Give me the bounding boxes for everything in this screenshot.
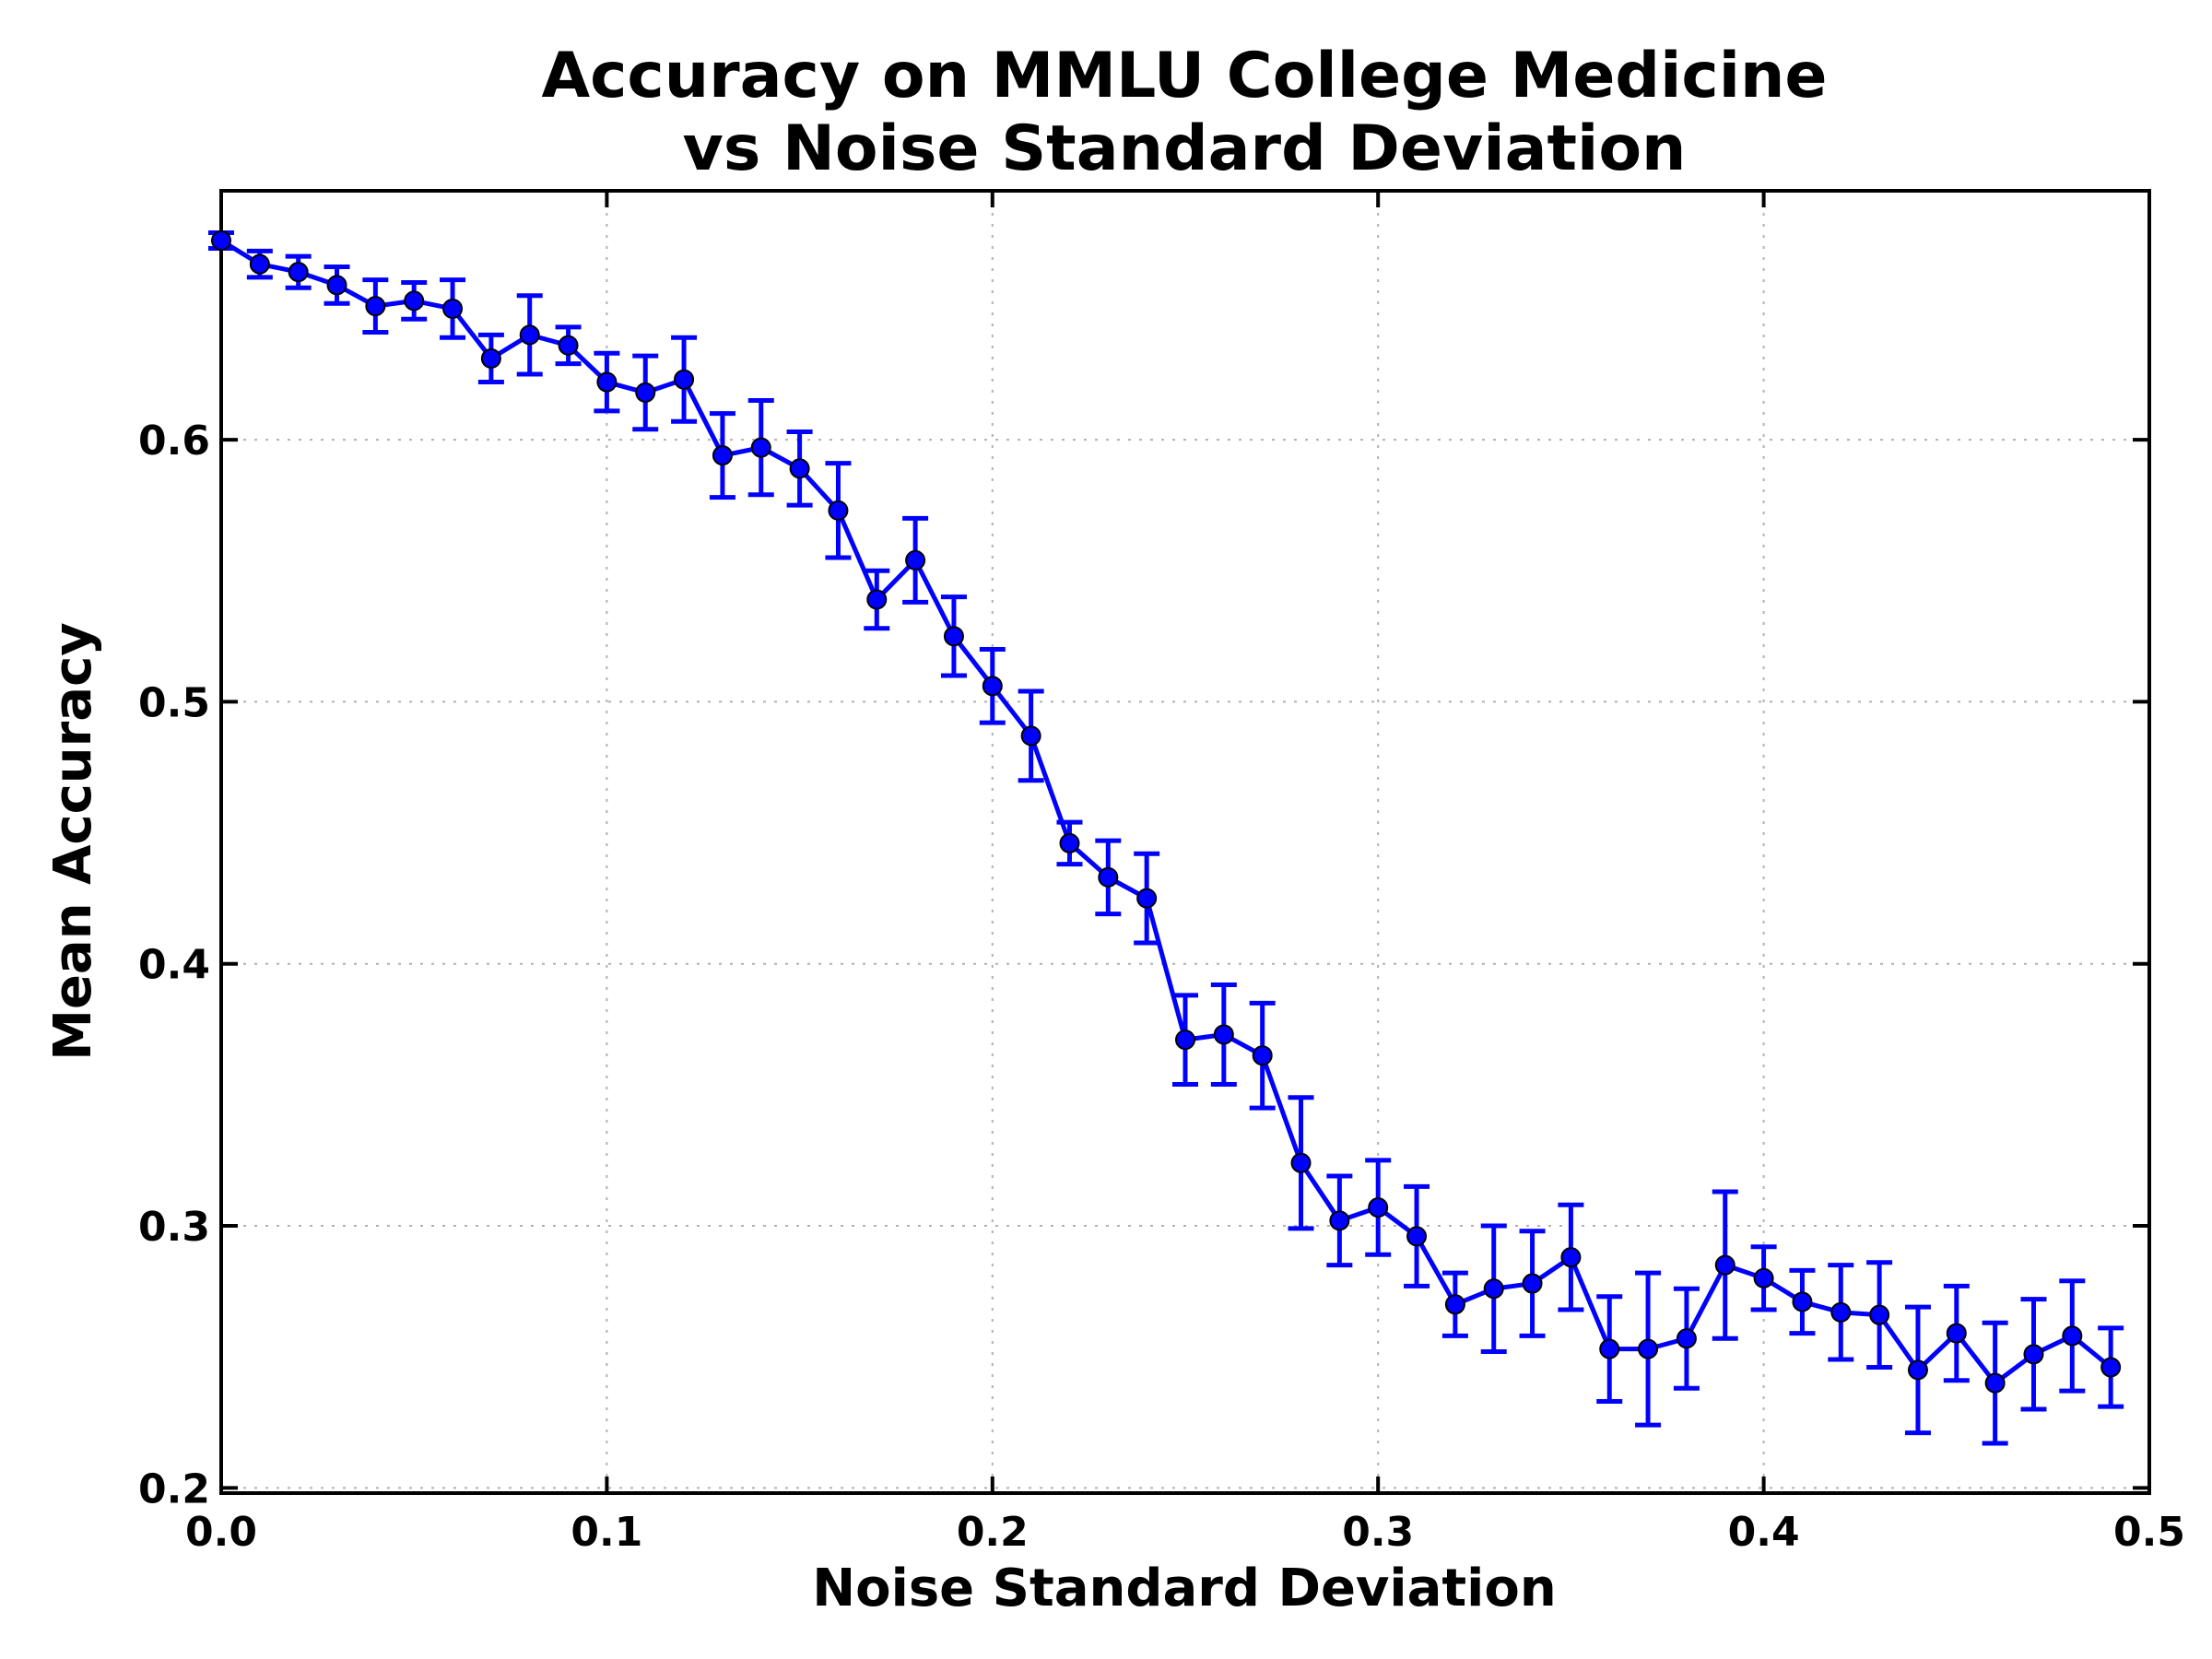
data-point xyxy=(866,589,888,610)
data-point xyxy=(750,437,771,458)
data-point xyxy=(1638,1338,1659,1359)
data-point xyxy=(596,371,618,393)
x-tick-label: 0.3 xyxy=(1342,1509,1414,1556)
x-axis-label: Noise Standard Deviation xyxy=(812,1559,1556,1618)
data-point xyxy=(1368,1197,1389,1218)
data-point xyxy=(712,445,733,466)
data-point xyxy=(1599,1338,1620,1359)
data-point xyxy=(1869,1304,1890,1325)
data-point xyxy=(789,458,810,479)
data-point xyxy=(1560,1247,1582,1268)
data-point xyxy=(1175,1030,1195,1051)
data-point xyxy=(905,549,926,571)
data-point xyxy=(249,253,270,275)
data-point xyxy=(1984,1372,2006,1394)
y-tick-label: 0.5 xyxy=(138,679,210,726)
data-point xyxy=(558,335,579,356)
data-point xyxy=(1290,1152,1312,1173)
data-point xyxy=(1406,1226,1428,1247)
data-point xyxy=(1753,1267,1774,1288)
data-point xyxy=(1792,1291,1813,1312)
x-tick-label: 0.0 xyxy=(185,1509,257,1556)
data-point xyxy=(442,298,464,319)
x-tick-label: 0.2 xyxy=(957,1509,1029,1556)
data-point xyxy=(1946,1323,1967,1344)
data-point xyxy=(1714,1254,1735,1276)
data-point xyxy=(1252,1045,1273,1066)
data-point xyxy=(982,676,1003,697)
series-line xyxy=(219,238,2112,1386)
data-point xyxy=(2062,1325,2083,1347)
data-point xyxy=(2023,1344,2044,1365)
y-tick-label: 0.6 xyxy=(138,418,210,465)
data-point xyxy=(519,324,540,346)
y-axis-label: Mean Accuracy xyxy=(43,622,103,1061)
data-point xyxy=(1059,832,1080,853)
chart-title-line1: Accuracy on MMLU College Medicine xyxy=(541,40,1827,112)
data-point xyxy=(2100,1357,2122,1378)
x-tick-label: 0.1 xyxy=(571,1509,642,1556)
y-tick-label: 0.3 xyxy=(138,1204,210,1251)
y-tick-label: 0.4 xyxy=(138,942,210,989)
data-point xyxy=(1213,1024,1234,1045)
x-tick-label: 0.4 xyxy=(1728,1509,1800,1556)
series-layer xyxy=(208,229,2124,1446)
data-point xyxy=(1098,866,1119,888)
data-point xyxy=(326,275,347,296)
data-point xyxy=(674,369,695,390)
data-point xyxy=(288,262,309,283)
data-point xyxy=(480,347,501,369)
data-point xyxy=(1020,725,1041,747)
data-point xyxy=(404,290,425,312)
data-point xyxy=(1136,888,1158,909)
ticks: 0.0 0.1 0.2 0.3 0.4 0.5 0.2 0.3 0.4 0.5 0.6 xyxy=(138,191,2185,1556)
data-point xyxy=(1830,1301,1852,1323)
data-point xyxy=(1522,1273,1543,1294)
chart-title-line2: vs Noise Standard Deviation xyxy=(683,112,1687,185)
data-point xyxy=(1444,1294,1465,1315)
data-point xyxy=(828,500,849,521)
data-point xyxy=(1676,1328,1697,1349)
data-point xyxy=(365,296,386,317)
data-point xyxy=(1329,1210,1350,1231)
axes xyxy=(219,189,2151,1495)
plot-frame xyxy=(219,189,2151,1495)
data-point xyxy=(1483,1278,1504,1300)
x-tick-label: 0.5 xyxy=(2113,1509,2185,1556)
data-point xyxy=(211,230,231,252)
data-point xyxy=(943,626,964,647)
data-point xyxy=(635,382,656,403)
y-tick-label: 0.2 xyxy=(138,1465,210,1512)
data-point xyxy=(1907,1359,1928,1381)
grid xyxy=(221,191,2149,1493)
